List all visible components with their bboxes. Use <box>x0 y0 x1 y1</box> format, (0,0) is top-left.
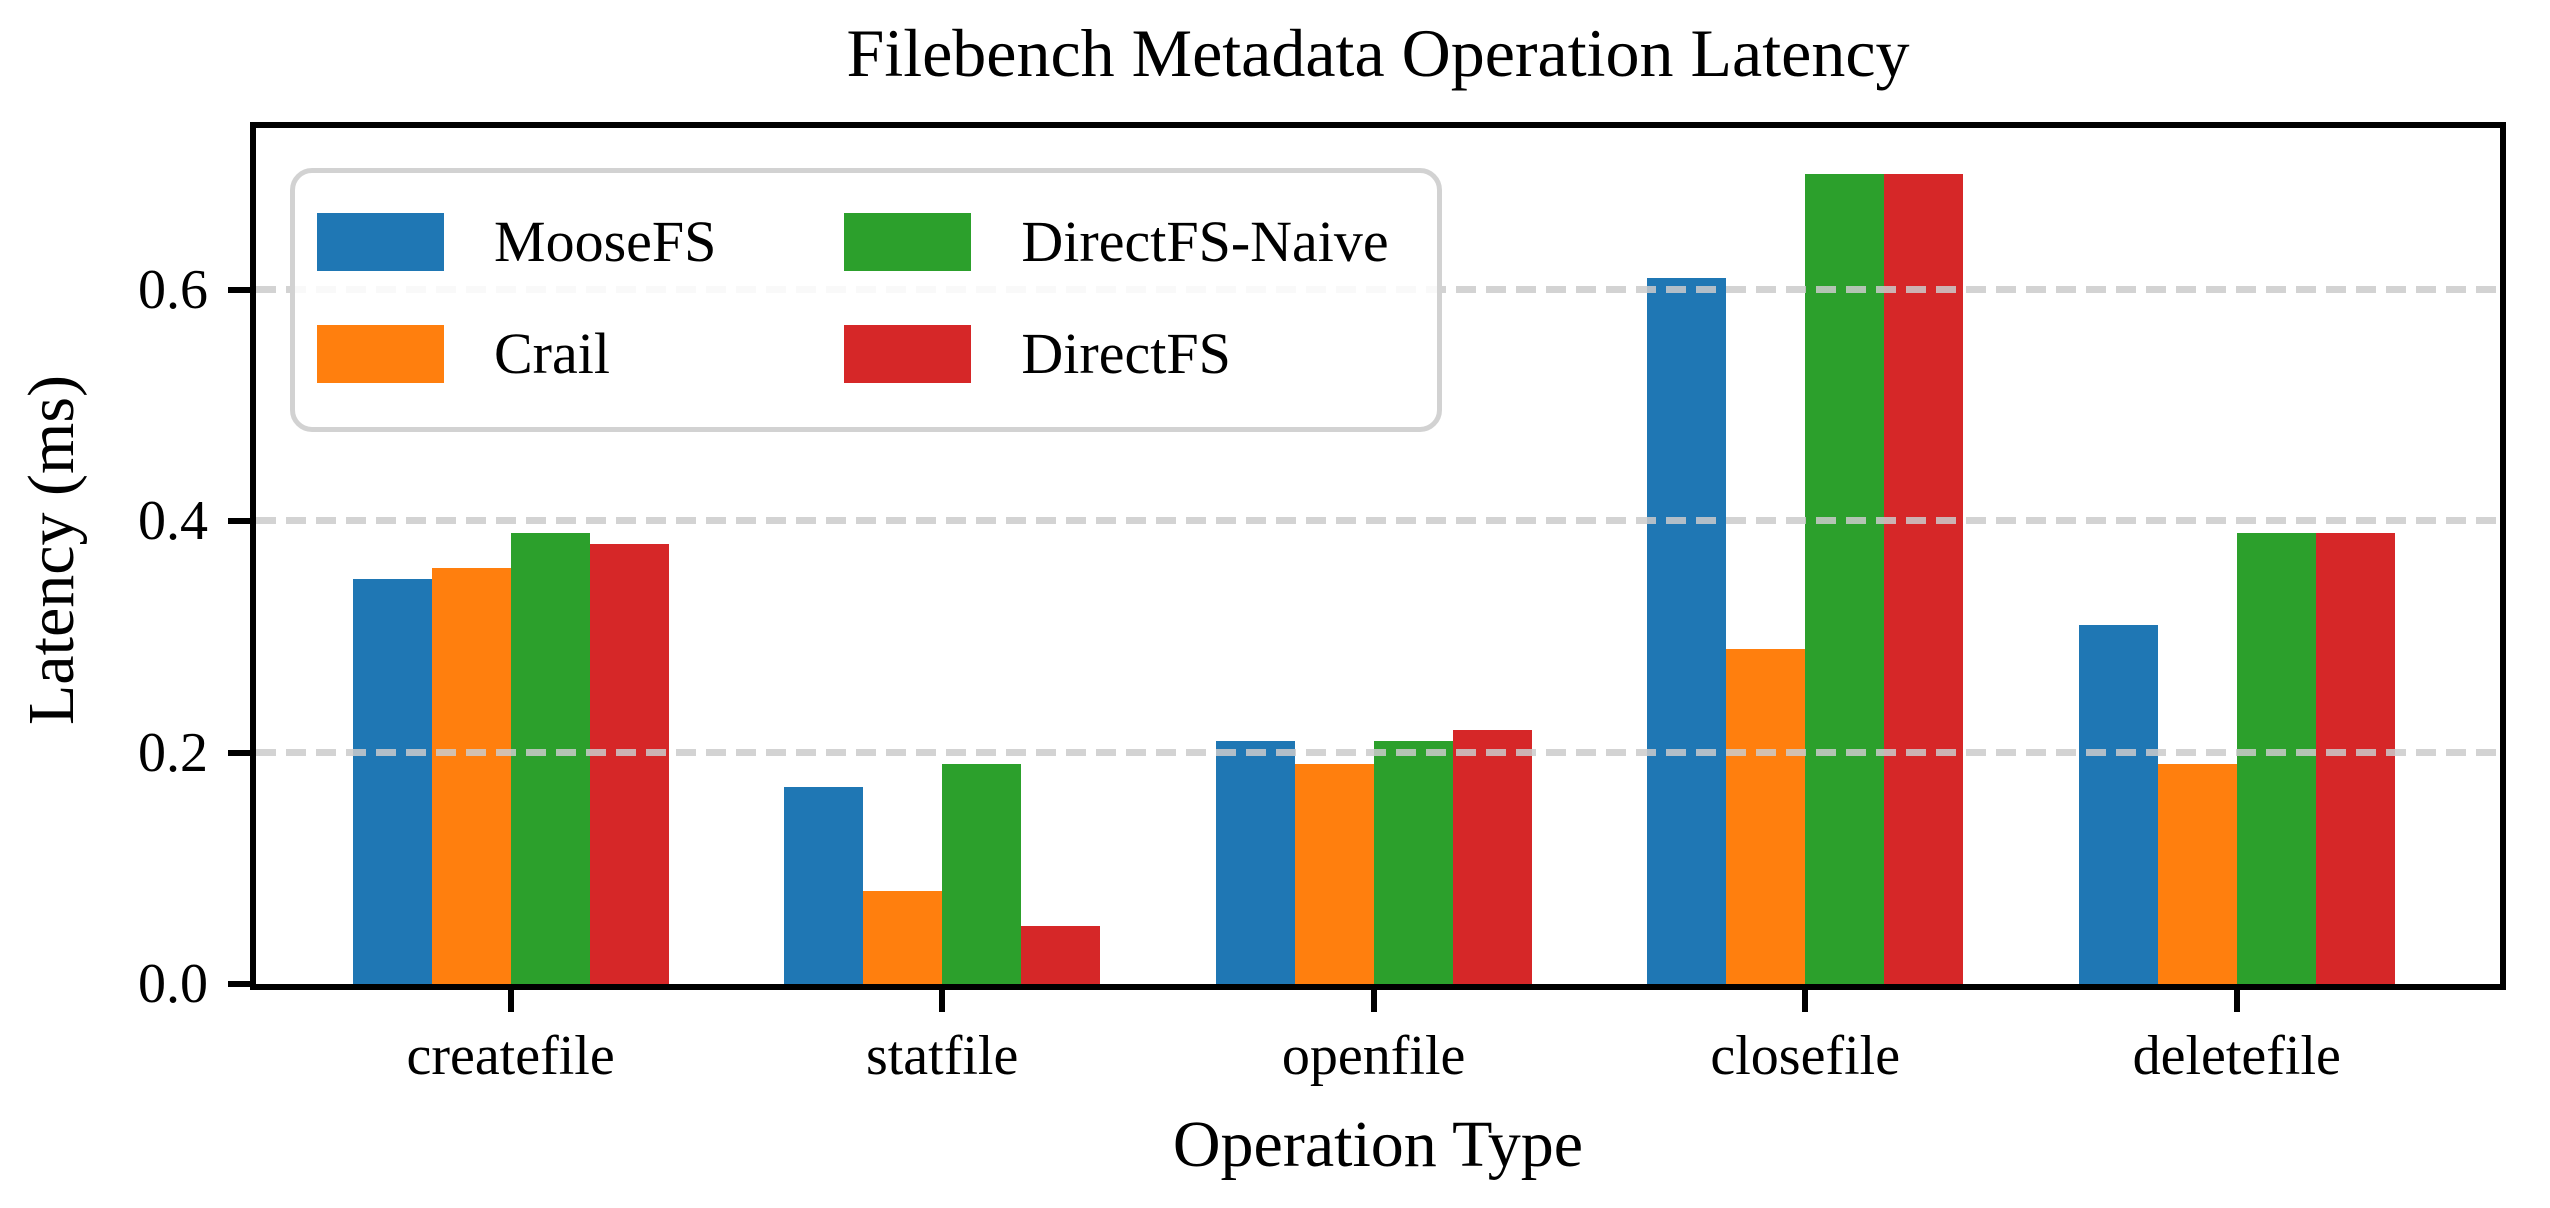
bar <box>1884 174 1964 984</box>
y-tick-label: 0.4 <box>138 490 208 553</box>
gridline <box>256 517 2500 525</box>
y-tick-label: 0.6 <box>138 258 208 321</box>
y-tick-mark <box>228 981 250 987</box>
bar-group <box>784 764 1101 984</box>
x-tick-label: createfile <box>406 1025 615 1087</box>
gridline <box>256 748 2500 756</box>
bar <box>1215 741 1295 984</box>
x-tick-mark <box>507 990 514 1012</box>
y-tick-label: 0.2 <box>138 721 208 784</box>
bar <box>589 544 669 984</box>
x-tick-mark <box>1370 990 1377 1012</box>
bar <box>1647 278 1727 984</box>
legend-swatch <box>317 213 444 271</box>
bar-group <box>1215 729 1532 984</box>
plot-area: MooseFS Crail DirectFS-Naive DirectFS <box>250 122 2506 990</box>
x-tick-label: closefile <box>1710 1025 1901 1087</box>
legend-label: Crail <box>494 321 610 386</box>
bar-group <box>2078 532 2395 984</box>
legend-item: MooseFS <box>317 213 716 271</box>
legend-item: DirectFS-Naive <box>844 209 1389 274</box>
bar <box>1294 764 1374 984</box>
x-tick-mark <box>939 990 946 1012</box>
bar <box>352 579 432 984</box>
legend-item: Crail <box>317 325 716 383</box>
bar-group <box>1647 174 1964 984</box>
bar <box>2315 532 2395 984</box>
y-tick-mark <box>228 518 250 525</box>
bar <box>510 532 590 984</box>
legend-swatch <box>317 325 444 383</box>
chart-title: Filebench Metadata Operation Latency <box>846 15 1910 91</box>
bar <box>431 567 511 984</box>
legend-label: DirectFS-Naive <box>1021 209 1389 274</box>
legend-item: DirectFS <box>844 325 1388 383</box>
legend: MooseFS Crail DirectFS-Naive DirectFS <box>290 168 1442 432</box>
bar <box>1805 174 1885 984</box>
x-axis-label: Operation Type <box>1172 1108 1584 1181</box>
y-tick-mark <box>228 286 250 293</box>
bar <box>1726 648 1806 984</box>
bar <box>1452 729 1532 984</box>
x-tick-label: openfile <box>1281 1025 1466 1087</box>
bar <box>2157 764 2237 984</box>
bar <box>863 891 943 984</box>
x-tick-label: deletefile <box>2132 1025 2341 1087</box>
legend-label: DirectFS <box>1021 321 1231 386</box>
bar <box>2236 532 2316 984</box>
bar-group <box>352 532 669 984</box>
legend-swatch <box>844 213 972 271</box>
x-tick-mark <box>2233 990 2240 1012</box>
bar <box>1021 926 1101 984</box>
legend-swatch <box>844 325 972 383</box>
y-tick-label: 0.0 <box>138 953 208 1015</box>
x-tick-mark <box>1802 990 1809 1012</box>
y-tick-mark <box>228 749 250 756</box>
bar <box>784 787 864 984</box>
x-tick-label: statfile <box>865 1025 1019 1087</box>
bar <box>2078 625 2158 984</box>
y-axis-label: Latency (ms) <box>15 374 88 726</box>
bar <box>942 764 1022 984</box>
legend-label: MooseFS <box>494 209 717 274</box>
bar <box>1373 741 1453 984</box>
